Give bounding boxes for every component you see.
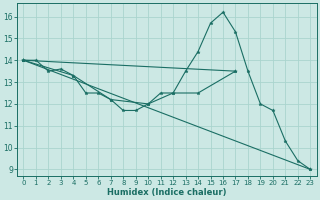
- X-axis label: Humidex (Indice chaleur): Humidex (Indice chaleur): [107, 188, 227, 197]
